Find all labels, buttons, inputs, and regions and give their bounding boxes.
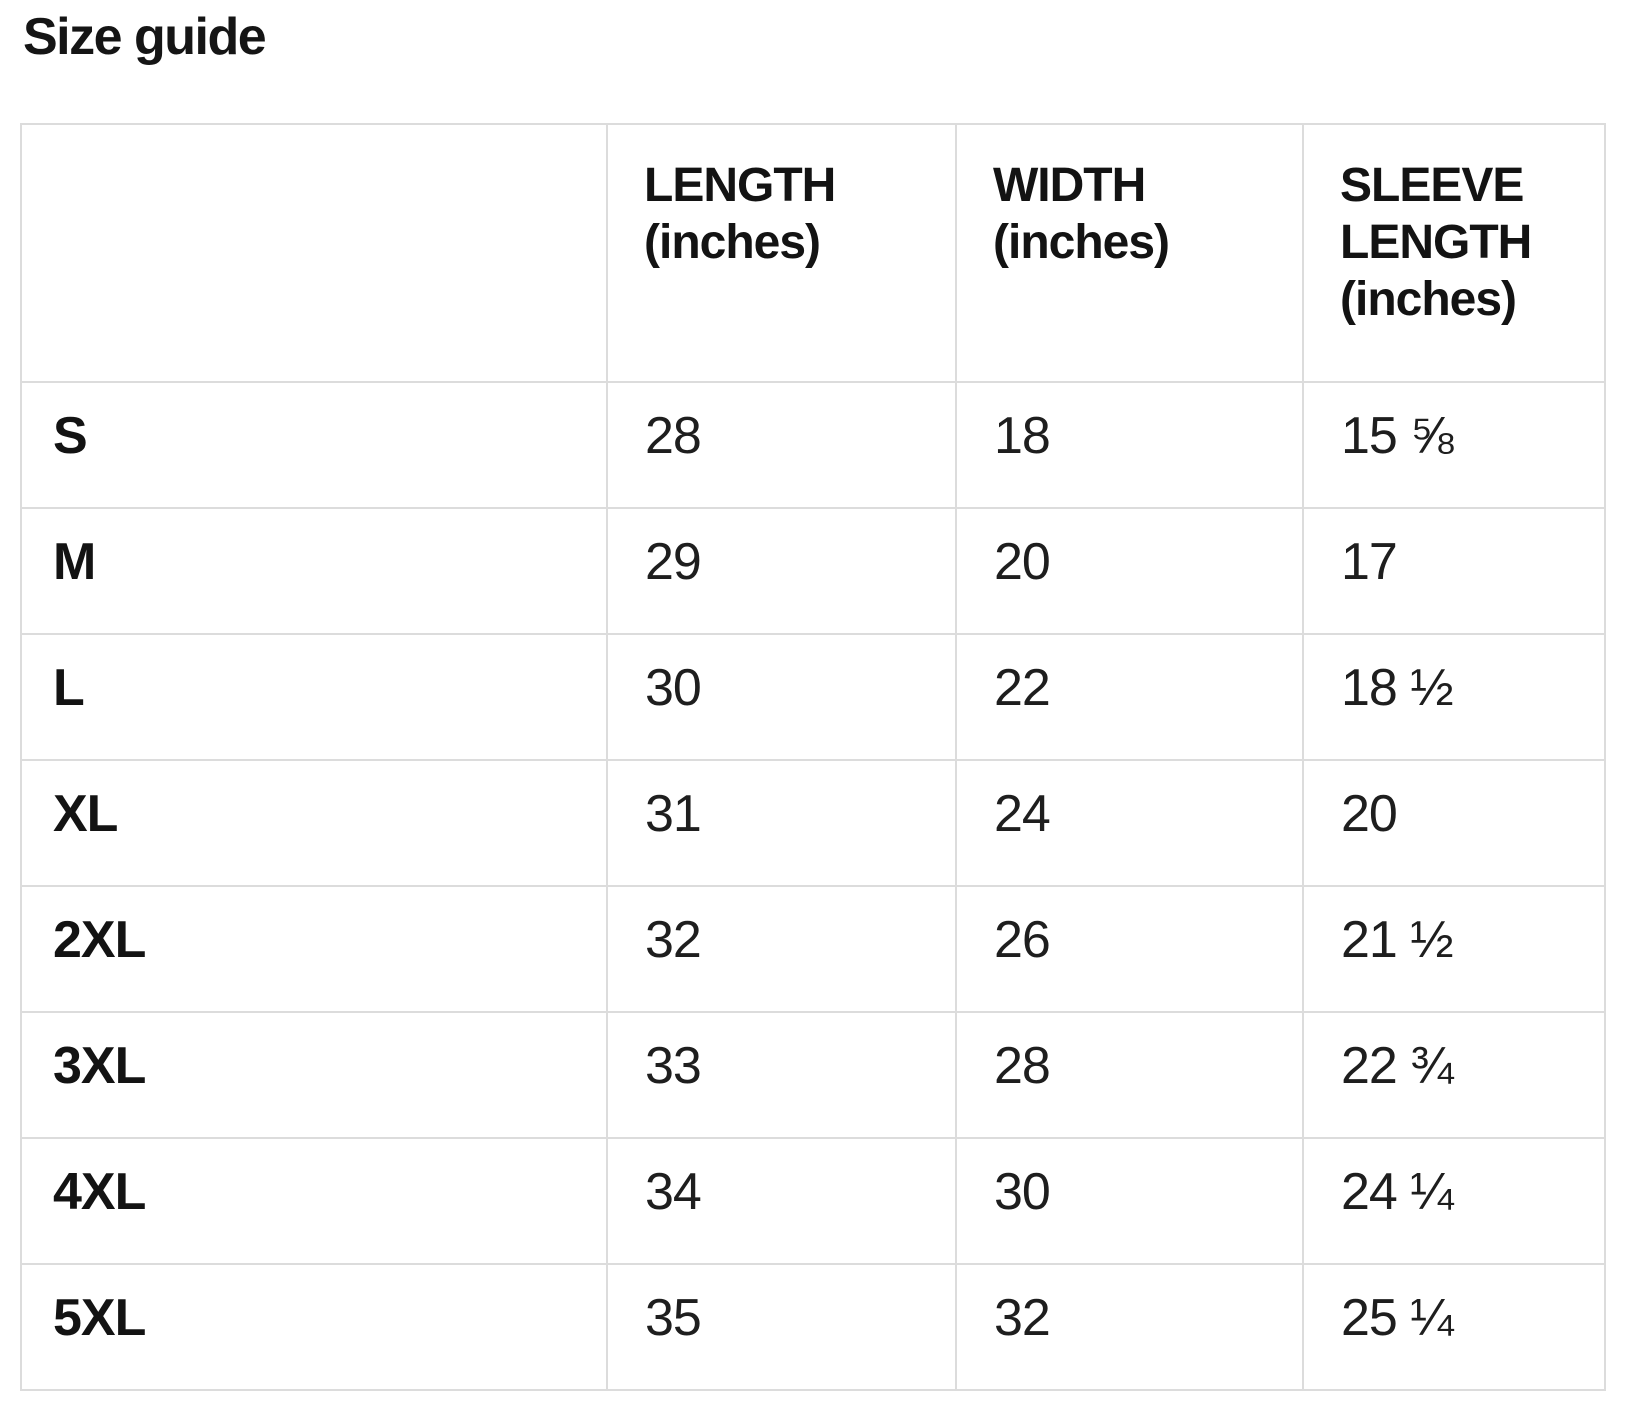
width-cell: 20 [955,507,1304,635]
size-guide-table: LENGTH (inches) WIDTH (inches) SLEEVE LE… [20,123,1606,1391]
size-cell: 3XL [20,1011,608,1139]
size-cell: S [20,381,608,509]
width-cell: 32 [955,1263,1304,1391]
size-cell: L [20,633,608,761]
size-cell: 5XL [20,1263,608,1391]
col-header-width: WIDTH (inches) [955,123,1304,383]
col-header-sleeve-length: SLEEVE LENGTH (inches) [1302,123,1606,383]
length-cell: 34 [606,1137,957,1265]
header-row: LENGTH (inches) WIDTH (inches) SLEEVE LE… [20,123,1606,383]
width-cell: 18 [955,381,1304,509]
width-cell: 22 [955,633,1304,761]
length-cell: 28 [606,381,957,509]
sleeve-cell: 18 ½ [1302,633,1606,761]
table-row: M 29 20 17 [20,507,1606,635]
page-title: Size guide [23,8,267,66]
length-cell: 29 [606,507,957,635]
size-cell: 2XL [20,885,608,1013]
sleeve-cell: 22 ¾ [1302,1011,1606,1139]
length-cell: 32 [606,885,957,1013]
sleeve-cell: 24 ¼ [1302,1137,1606,1265]
sleeve-cell: 17 [1302,507,1606,635]
width-cell: 30 [955,1137,1304,1265]
table-row: 5XL 35 32 25 ¼ [20,1263,1606,1391]
size-cell: 4XL [20,1137,608,1265]
table-row: 2XL 32 26 21 ½ [20,885,1606,1013]
size-cell: XL [20,759,608,887]
size-cell: M [20,507,608,635]
length-cell: 30 [606,633,957,761]
width-cell: 24 [955,759,1304,887]
length-cell: 31 [606,759,957,887]
table-row: 4XL 34 30 24 ¼ [20,1137,1606,1265]
table-row: 3XL 33 28 22 ¾ [20,1011,1606,1139]
col-header-length: LENGTH (inches) [606,123,957,383]
sleeve-cell: 15 ⅝ [1302,381,1606,509]
sleeve-cell: 20 [1302,759,1606,887]
width-cell: 28 [955,1011,1304,1139]
col-header-size [20,123,608,383]
table-row: S 28 18 15 ⅝ [20,381,1606,509]
table-row: XL 31 24 20 [20,759,1606,887]
width-cell: 26 [955,885,1304,1013]
table-row: L 30 22 18 ½ [20,633,1606,761]
length-cell: 35 [606,1263,957,1391]
length-cell: 33 [606,1011,957,1139]
sleeve-cell: 21 ½ [1302,885,1606,1013]
sleeve-cell: 25 ¼ [1302,1263,1606,1391]
